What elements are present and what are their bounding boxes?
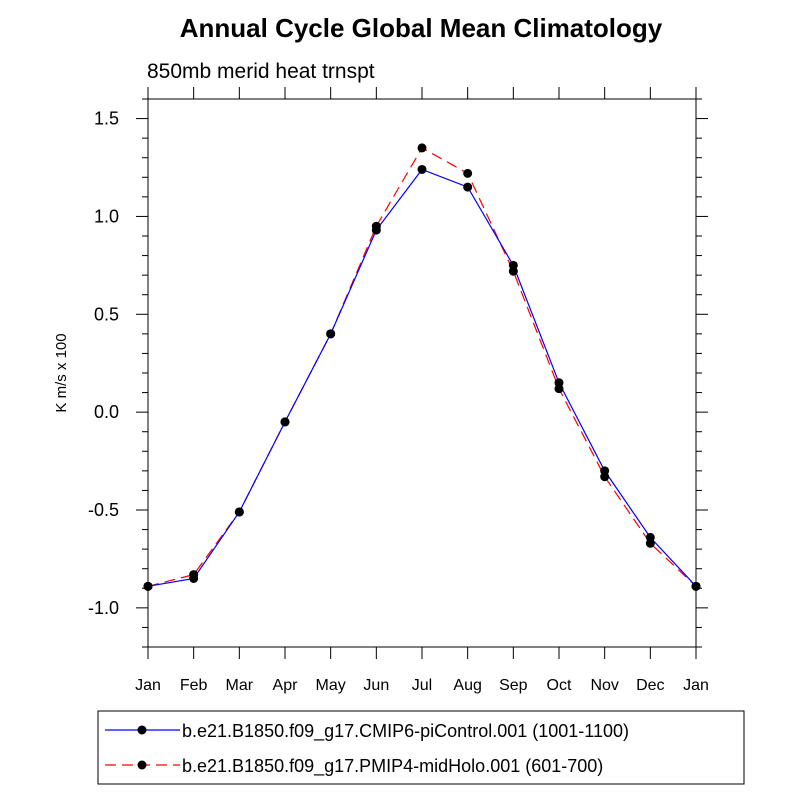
x-tick-label: Feb bbox=[180, 677, 208, 694]
legend: b.e21.B1850.f09_g17.CMIP6-piControl.001 … bbox=[97, 710, 745, 785]
y-tick-label: 0.5 bbox=[94, 304, 119, 324]
x-tick-label: Jul bbox=[412, 677, 432, 694]
x-tick-label: Sep bbox=[499, 677, 528, 694]
x-tick-label: Nov bbox=[590, 677, 618, 694]
data-point-series-0 bbox=[143, 581, 153, 591]
data-point-series-0 bbox=[371, 225, 381, 235]
data-point-series-0 bbox=[417, 164, 427, 174]
data-point-series-0 bbox=[645, 532, 655, 542]
legend-label-1: b.e21.B1850.f09_g17.PMIP4-midHolo.001 (6… bbox=[182, 756, 603, 777]
x-tick-label: Dec bbox=[636, 677, 664, 694]
data-point-series-0 bbox=[189, 574, 199, 583]
data-point-series-0 bbox=[554, 378, 564, 388]
data-point-series-0 bbox=[600, 466, 610, 476]
series-line-1 bbox=[147, 147, 697, 587]
data-point-series-0 bbox=[234, 507, 244, 517]
y-axis-label: K m/s x 100 bbox=[53, 333, 70, 412]
x-tick-label: Apr bbox=[273, 677, 299, 694]
data-point-series-0 bbox=[280, 417, 290, 427]
series-layer bbox=[143, 143, 701, 591]
x-tick-labels: Jan Feb Mar Apr May Jun Jul Aug Sep Oct Nov Dec Jan bbox=[135, 677, 709, 694]
x-tick-label: Mar bbox=[226, 677, 254, 694]
legend-label-0: b.e21.B1850.f09_g17.CMIP6-piControl.001 … bbox=[182, 721, 629, 742]
x-tick-label: Jun bbox=[363, 677, 389, 694]
plot-frame bbox=[147, 98, 697, 648]
x-tick-label: May bbox=[316, 677, 346, 694]
y-tick-label: 0.0 bbox=[94, 402, 119, 422]
data-point-series-1 bbox=[417, 143, 427, 153]
chart-subtitle: 850mb merid heat trnspt bbox=[147, 60, 375, 83]
axis-ticks bbox=[136, 87, 708, 659]
y-tick-labels: -1.0 -0.5 0.0 0.5 1.0 1.5 bbox=[88, 109, 119, 618]
data-point-series-0 bbox=[463, 182, 473, 192]
x-tick-label: Jan bbox=[135, 677, 161, 694]
legend-marker-1 bbox=[137, 760, 147, 770]
x-tick-label: Oct bbox=[547, 677, 572, 694]
legend-box bbox=[97, 710, 745, 785]
y-tick-label: -1.0 bbox=[88, 598, 119, 618]
x-tick-label: Aug bbox=[453, 677, 481, 694]
chart-title: Annual Cycle Global Mean Climatology bbox=[180, 13, 663, 43]
data-point-series-1 bbox=[463, 168, 473, 178]
data-point-series-0 bbox=[326, 329, 336, 339]
y-tick-label: 1.5 bbox=[94, 109, 119, 129]
y-tick-label: 1.0 bbox=[94, 206, 119, 226]
legend-marker-0 bbox=[137, 725, 147, 735]
y-tick-label: -0.5 bbox=[88, 500, 119, 520]
data-point-series-0 bbox=[508, 260, 518, 270]
legend-items: b.e21.B1850.f09_g17.CMIP6-piControl.001 … bbox=[105, 721, 629, 777]
x-tick-label: Jan bbox=[683, 677, 709, 694]
data-point-series-0 bbox=[691, 581, 701, 591]
